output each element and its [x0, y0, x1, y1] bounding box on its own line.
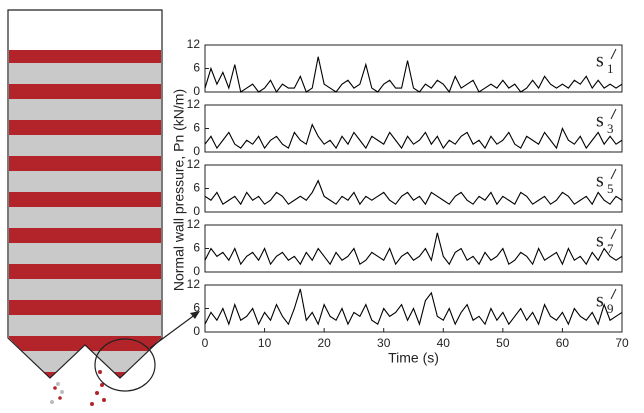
plot-frame — [204, 224, 623, 273]
panel-label-subscript: 7 — [607, 241, 614, 256]
label-stroke — [610, 48, 617, 60]
y-tick-label: 12 — [187, 217, 201, 231]
y-tick-label: 6 — [193, 181, 200, 195]
y-tick-label: 12 — [187, 37, 201, 51]
data-line — [204, 288, 623, 326]
y-tick-label: 0 — [193, 264, 200, 278]
x-tick-label: 60 — [556, 336, 570, 350]
panel-label: s — [596, 50, 604, 72]
y-axis-label: Normal wall pressure, Pn (kN/m) — [171, 89, 187, 291]
data-line — [204, 232, 623, 266]
x-tick-label: 20 — [317, 336, 331, 350]
x-axis-label: Time (s) — [388, 350, 439, 366]
plot-frame — [204, 164, 623, 213]
y-tick-label: 6 — [193, 241, 200, 255]
x-tick-label: 0 — [202, 336, 209, 350]
x-tick-label: 50 — [496, 336, 510, 350]
x-tick-label: 30 — [377, 336, 391, 350]
silo-illustration — [7, 9, 200, 406]
y-tick-label: 0 — [193, 144, 200, 158]
panel-label: s — [596, 230, 604, 252]
label-stroke — [610, 108, 617, 120]
y-tick-label: 12 — [187, 97, 201, 111]
panel-label: s — [596, 290, 604, 312]
label-stroke — [610, 168, 617, 180]
label-stroke — [610, 288, 617, 300]
y-tick-label: 6 — [193, 121, 200, 135]
y-tick-label: 0 — [193, 324, 200, 338]
panel-label-subscript: 3 — [607, 121, 614, 136]
x-tick-label: 70 — [615, 336, 629, 350]
y-tick-label: 12 — [187, 277, 201, 291]
panel-label-subscript: 5 — [607, 181, 614, 196]
y-tick-label: 0 — [193, 84, 200, 98]
y-tick-label: 0 — [193, 204, 200, 218]
panel-label: s — [596, 170, 604, 192]
data-line — [204, 56, 623, 94]
x-tick-label: 10 — [258, 336, 272, 350]
y-tick-label: 12 — [187, 157, 201, 171]
label-stroke — [610, 228, 617, 240]
y-tick-label: 6 — [193, 301, 200, 315]
data-line — [204, 123, 623, 150]
panel-label-subscript: 1 — [607, 61, 614, 76]
panel-label-subscript: 9 — [607, 301, 614, 316]
x-tick-label: 40 — [437, 336, 451, 350]
panel-label: s — [596, 110, 604, 132]
y-tick-label: 6 — [193, 61, 200, 75]
data-line — [204, 179, 623, 206]
